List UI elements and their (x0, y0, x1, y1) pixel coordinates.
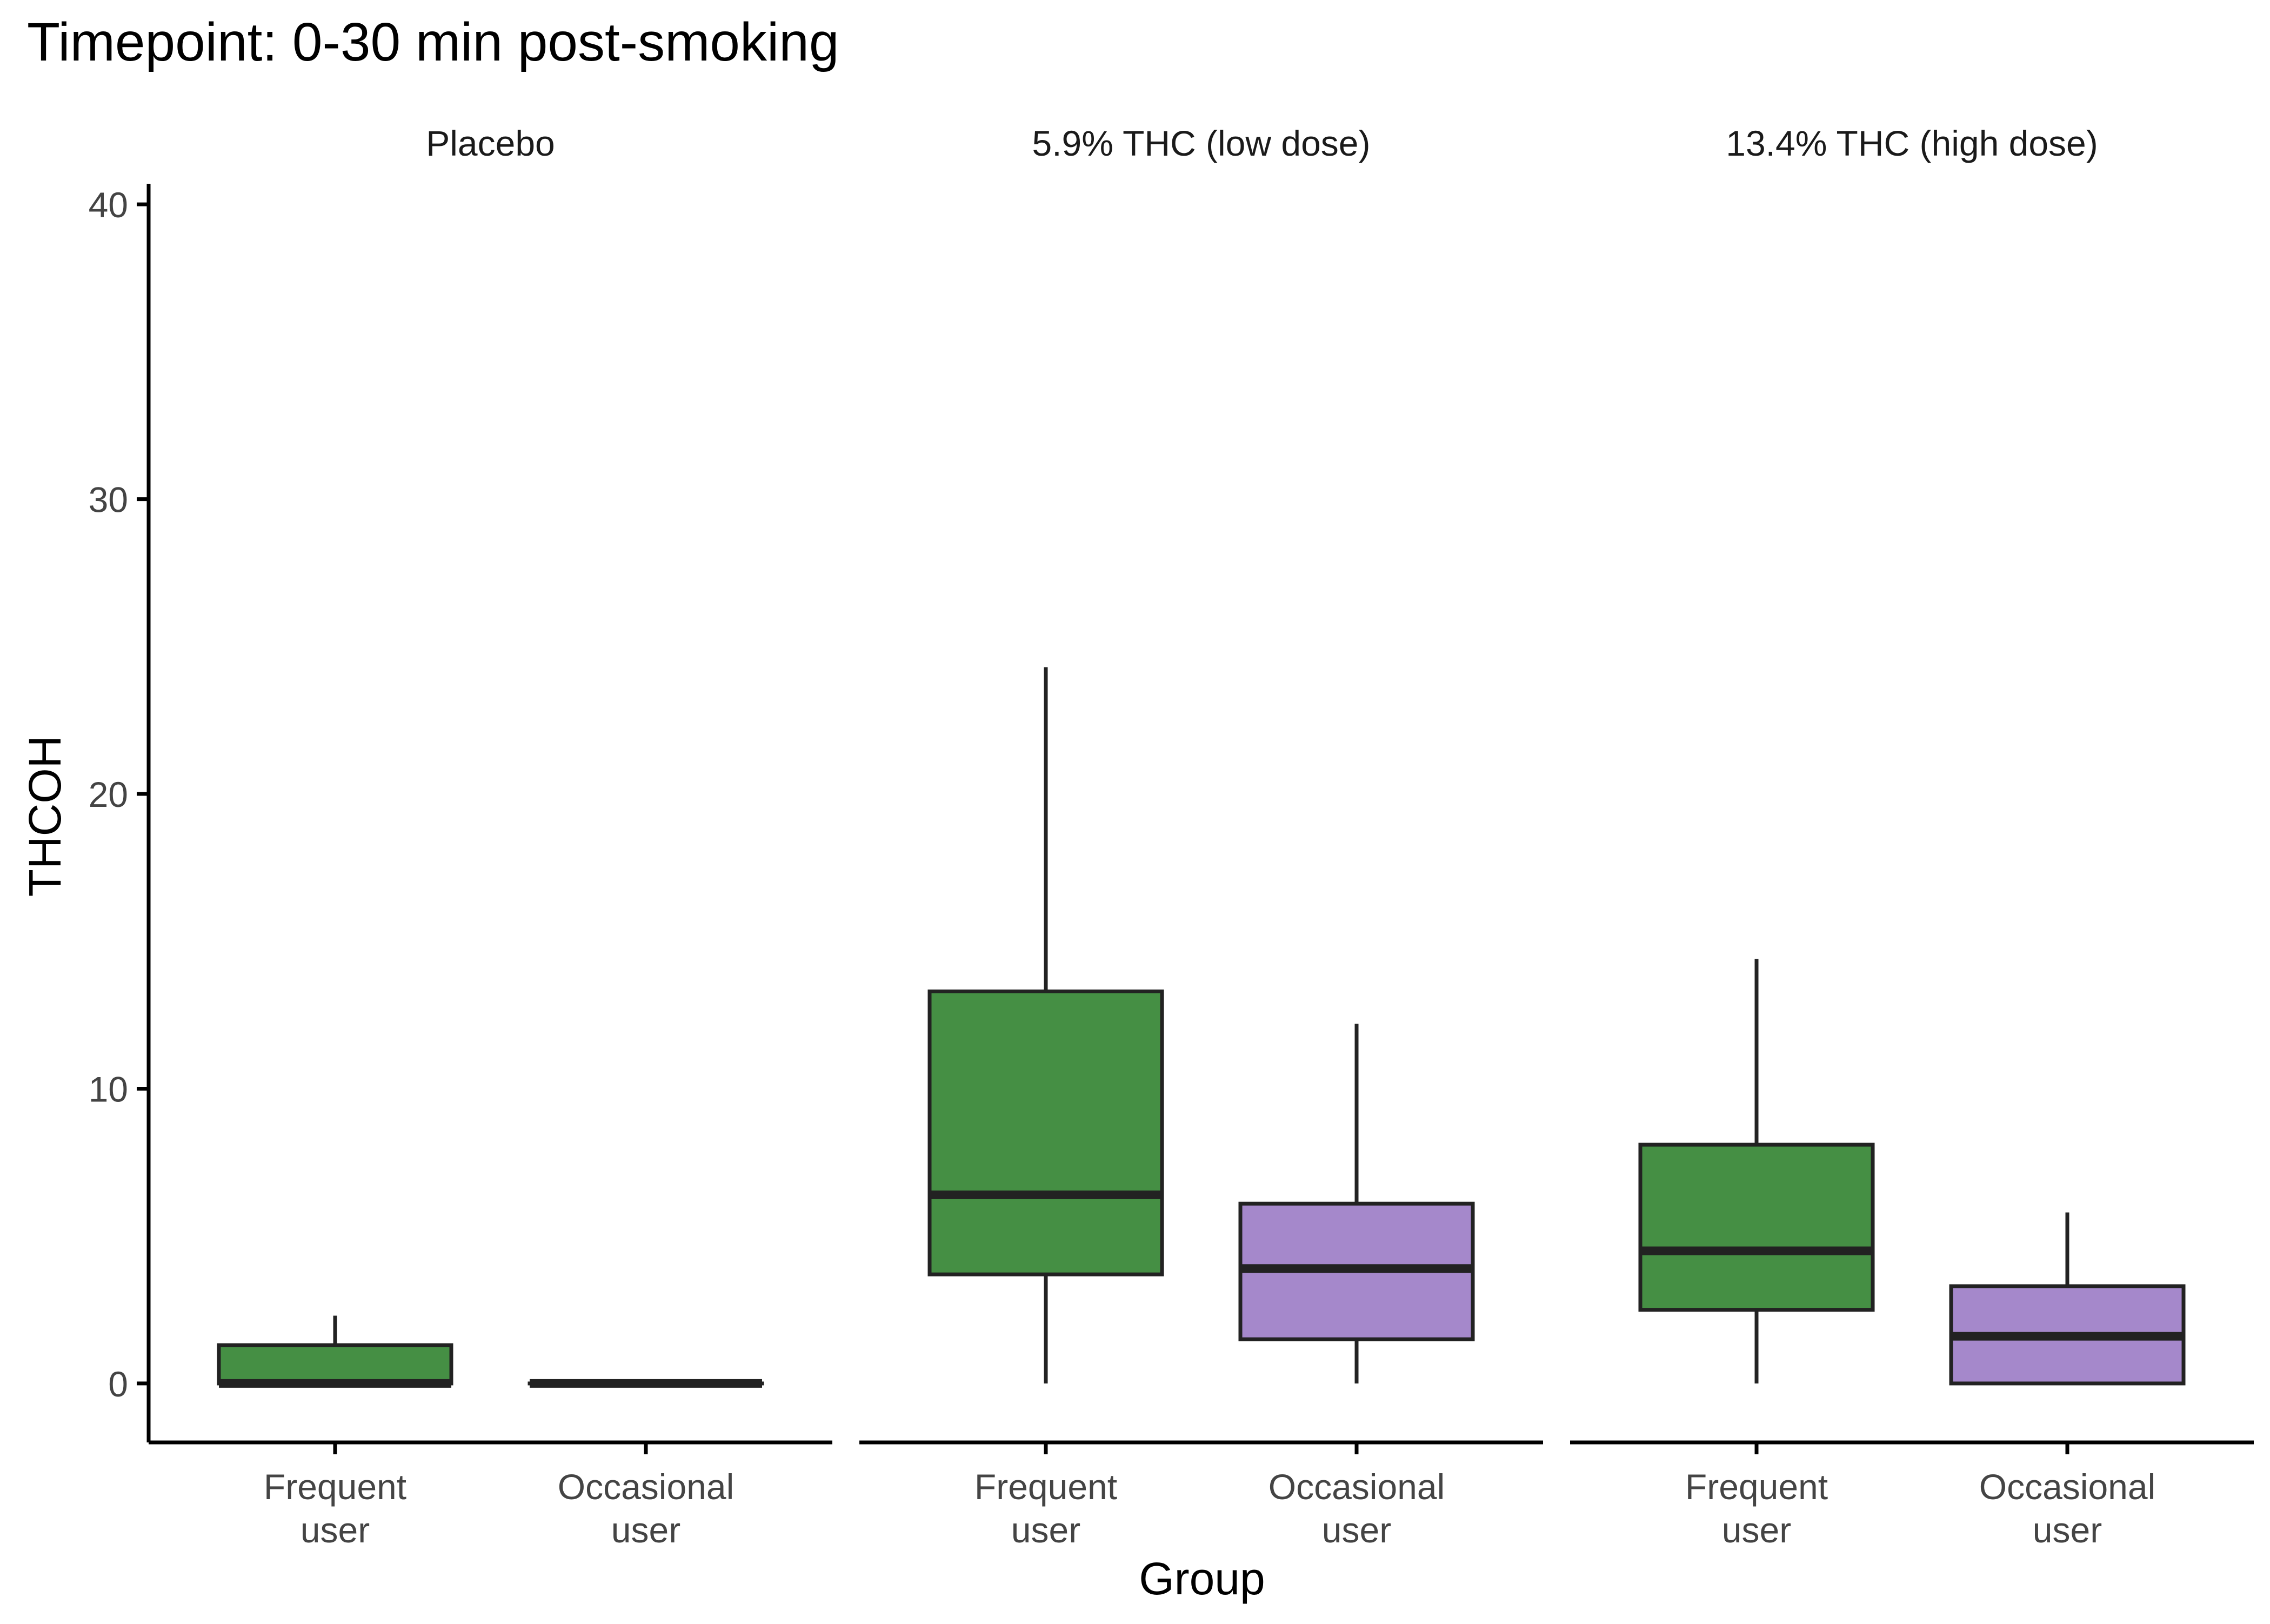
x-tick-label-line: user (611, 1510, 680, 1550)
x-tick-label-line: Frequent (1685, 1467, 1828, 1507)
x-tick-label-line: user (1011, 1510, 1080, 1550)
box (930, 991, 1162, 1274)
x-axis-title: Group (1139, 1553, 1265, 1604)
y-axis-title: THCOH (19, 736, 70, 897)
y-tick-label: 40 (89, 185, 128, 225)
x-tick-label-line: user (301, 1510, 370, 1550)
x-tick-label-line: Frequent (264, 1467, 406, 1507)
box (219, 1345, 451, 1384)
y-tick-label: 10 (89, 1069, 128, 1109)
y-tick-label: 0 (108, 1364, 128, 1404)
x-tick-label-line: user (1722, 1510, 1791, 1550)
x-tick-label-line: Frequent (974, 1467, 1117, 1507)
panel-strip-label: 13.4% THC (high dose) (1726, 123, 2098, 163)
x-tick-label-line: user (2033, 1510, 2102, 1550)
y-tick-label: 20 (89, 774, 128, 814)
x-tick-label-line: Occasional (558, 1467, 735, 1507)
x-tick-label-line: Occasional (1268, 1467, 1445, 1507)
box (1640, 1145, 1873, 1309)
chart-title: Timepoint: 0-30 min post-smoking (27, 12, 839, 72)
x-tick-label-line: Occasional (1979, 1467, 2156, 1507)
y-tick-label: 30 (89, 480, 128, 520)
panel-strip-label: Placebo (426, 123, 555, 163)
x-tick-label-line: user (1322, 1510, 1391, 1550)
panel-strip-label: 5.9% THC (low dose) (1032, 123, 1370, 163)
